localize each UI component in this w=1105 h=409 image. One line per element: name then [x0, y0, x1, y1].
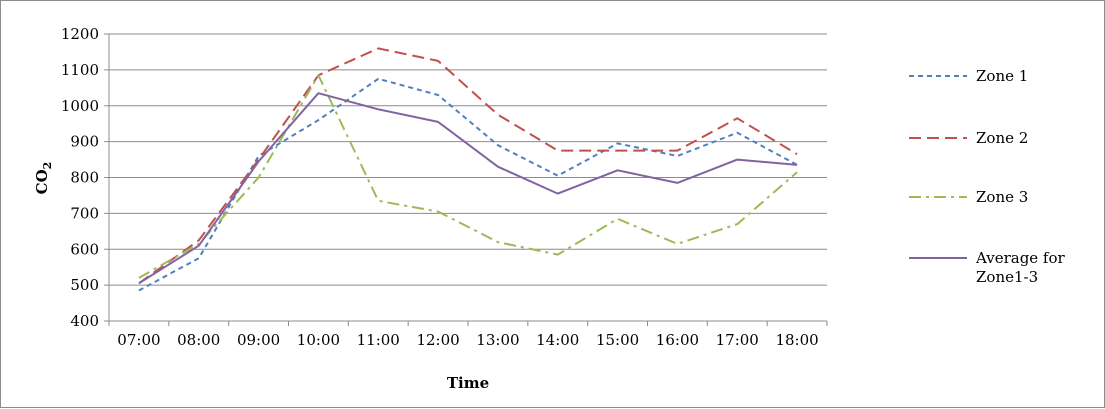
y-tick-label: 1000	[61, 97, 99, 115]
axes	[104, 33, 828, 326]
y-tick-label: 500	[70, 276, 99, 294]
y-tick-label: 800	[70, 169, 99, 187]
series-line-2	[138, 47, 798, 285]
y-tick-label: 700	[70, 204, 99, 222]
legend: Zone 1 Zone 2 Zone 3 Average for Zone1-3	[909, 67, 1066, 286]
legend-label-1: Zone 1	[976, 67, 1028, 85]
y-tick-label: 900	[70, 133, 99, 151]
x-tick-label: 18:00	[775, 331, 818, 349]
legend-label-3: Zone 3	[976, 188, 1028, 206]
y-axis-title-subscript: 2	[41, 162, 54, 170]
y-tick-label: 400	[70, 312, 99, 330]
y-tick-label: 1200	[61, 25, 99, 43]
x-tick-label: 11:00	[357, 331, 400, 349]
x-tick-label: 08:00	[177, 331, 220, 349]
x-tick-labels: 07:00 08:00 09:00 10:00 11:00 12:00 13:00 14:00…	[117, 331, 818, 349]
y-tick-label: 600	[70, 240, 99, 258]
x-tick-label: 15:00	[596, 331, 639, 349]
x-tick-label: 13:00	[476, 331, 519, 349]
x-tick-label: 14:00	[536, 331, 579, 349]
x-tick-label: 17:00	[716, 331, 759, 349]
y-tick-label: 1100	[61, 61, 99, 79]
x-tick-label: 16:00	[656, 331, 699, 349]
x-tick-label: 10:00	[297, 331, 340, 349]
y-tick-labels: 400 500 600 700 800 900 1000 1100 1200	[61, 25, 99, 330]
series-lines	[138, 47, 798, 292]
y-axis-title-main: CO	[33, 169, 51, 194]
series-line-1	[138, 77, 798, 292]
y-axis-title: CO2	[33, 162, 54, 195]
legend-label-2: Zone 2	[976, 129, 1028, 147]
series-line-4	[138, 92, 798, 285]
gridlines	[109, 33, 827, 286]
x-tick-label: 07:00	[117, 331, 160, 349]
legend-label-4: Average for Zone1-3	[975, 249, 1066, 286]
x-axis-title: Time	[447, 374, 489, 392]
x-tick-label: 09:00	[237, 331, 280, 349]
x-tick-label: 12:00	[416, 331, 459, 349]
series-line-3	[138, 74, 798, 279]
